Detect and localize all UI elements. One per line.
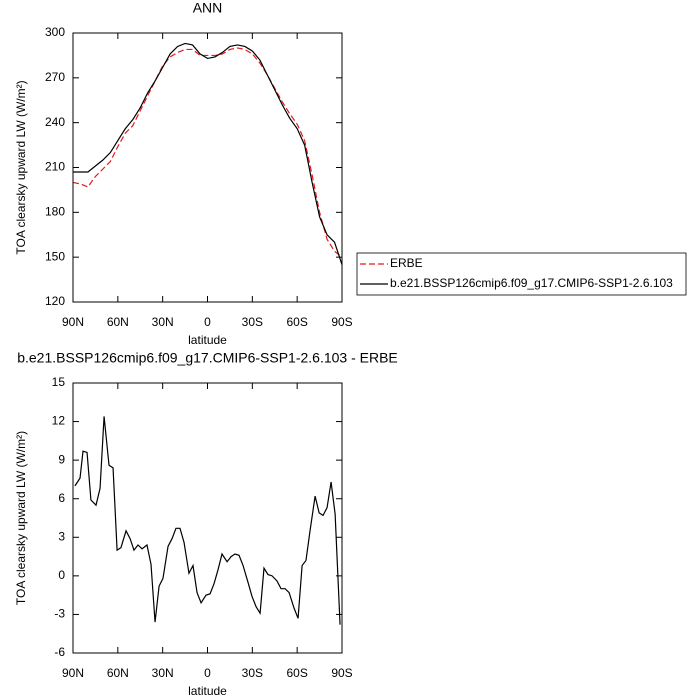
chart-title: ANN (193, 0, 223, 16)
y-tick-label: -6 (54, 645, 65, 659)
series-line (74, 416, 341, 625)
y-tick-label: 15 (52, 375, 66, 389)
x-axis-label: latitude (188, 333, 227, 347)
y-axis-label: TOA clearsky upward LW (W/m²) (14, 80, 28, 254)
x-tick-label: 60N (107, 315, 129, 329)
x-tick-label: 30N (152, 666, 174, 680)
y-tick-label: 180 (45, 205, 65, 219)
legend-label: b.e21.BSSP126cmip6.f09_g17.CMIP6-SSP1-2.… (390, 276, 673, 290)
y-tick-label: 210 (45, 160, 65, 174)
y-tick-label: -3 (54, 607, 65, 621)
x-tick-label: 90S (331, 315, 352, 329)
chart-title: b.e21.BSSP126cmip6.f09_g17.CMIP6-SSP1-2.… (17, 350, 398, 366)
y-axis-label: TOA clearsky upward LW (W/m²) (14, 431, 28, 605)
x-tick-label: 60N (107, 666, 129, 680)
x-tick-label: 0 (204, 315, 211, 329)
x-tick-label: 60S (286, 315, 307, 329)
x-tick-label: 90S (331, 666, 352, 680)
y-tick-label: 6 (58, 491, 65, 505)
x-tick-label: 30S (242, 315, 263, 329)
y-tick-label: 270 (45, 70, 65, 84)
y-tick-label: 300 (45, 25, 65, 39)
x-axis-label: latitude (188, 684, 227, 698)
y-tick-label: 240 (45, 115, 65, 129)
y-tick-label: 150 (45, 249, 65, 263)
x-tick-label: 30N (152, 315, 174, 329)
x-tick-label: 30S (242, 666, 263, 680)
legend-box (356, 252, 687, 296)
y-tick-label: 0 (58, 568, 65, 582)
y-tick-label: 3 (58, 529, 65, 543)
series-line (72, 47, 343, 258)
x-tick-label: 0 (204, 666, 211, 680)
x-tick-label: 60S (286, 666, 307, 680)
plot-frame (72, 382, 343, 654)
legend-label: ERBE (390, 256, 423, 270)
y-tick-label: 12 (52, 414, 66, 428)
y-tick-label: 9 (58, 452, 65, 466)
series-line (73, 42, 343, 265)
plot-frame (72, 32, 343, 303)
y-tick-label: 120 (45, 294, 65, 308)
x-tick-label: 90N (62, 315, 84, 329)
x-tick-label: 90N (62, 666, 84, 680)
